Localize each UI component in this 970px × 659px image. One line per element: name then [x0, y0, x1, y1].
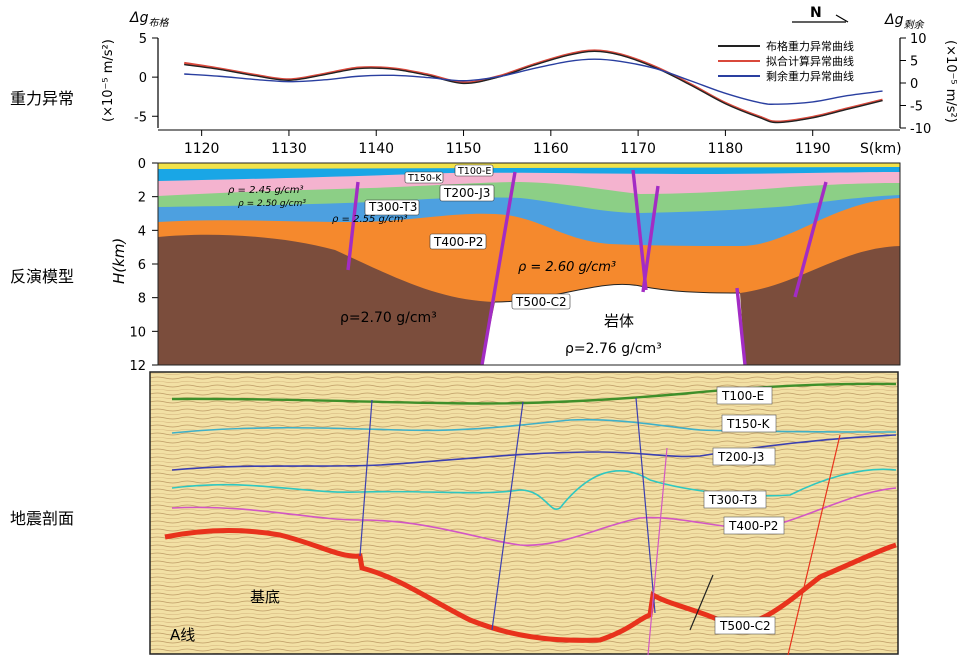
- right-tick-label-1: 5: [910, 55, 918, 70]
- seismic-fault-3: [635, 397, 656, 614]
- seismic-tag-t300: T300-T3: [708, 493, 757, 507]
- left-axis-unit: (×10⁻⁵ m/s²): [101, 39, 116, 122]
- right-axis-ticks: 10 5 0 -5 -10: [900, 32, 931, 137]
- row-label-model: 反演模型: [10, 267, 74, 286]
- horizon-tag-t300: T300-T3: [368, 200, 417, 214]
- fault-4: [641, 185, 660, 293]
- seismic-fault-6: [689, 574, 714, 631]
- x-tick-label-6: 1180: [708, 141, 744, 157]
- model-tick-label-6: 12: [129, 359, 146, 374]
- seismic-horizon-tags: T100-E T150-K T200-J3 T300-T3 T400-P2 T5…: [703, 386, 785, 635]
- density-270: ρ=2.70 g/cm³: [340, 310, 437, 326]
- model-tick-label-5: 10: [129, 325, 146, 340]
- faults: [346, 169, 828, 366]
- model-tick-label-4: 8: [138, 292, 146, 307]
- horizon-tags: T100-E T150-K T200-J3 T300-T3 T400-P2 T5…: [364, 164, 571, 310]
- model-y-label: H(km): [110, 238, 128, 284]
- right-tick-label-3: -5: [910, 100, 923, 115]
- fault-2: [480, 171, 517, 366]
- right-axis-unit: (×10⁻⁵ m/s²): [943, 40, 958, 123]
- x-axis-ticks: 1120 1130 1140 1150 1160 1170 1180 1190: [184, 130, 831, 157]
- density-255: ρ = 2.55 g/cm³: [332, 214, 408, 225]
- left-axis-title: Δg布格: [129, 10, 169, 29]
- layer-yellow: [158, 163, 900, 169]
- legend-label-1: 拟合计算异常曲线: [766, 54, 854, 68]
- line-label: A线: [170, 626, 195, 644]
- horizon-tag-t100: T100-E: [457, 166, 491, 177]
- x-axis-unit: S(km): [860, 141, 902, 157]
- model-tick-label-0: 0: [138, 157, 146, 172]
- right-tick-label-0: 10: [910, 32, 927, 47]
- model-tick-label-3: 6: [138, 258, 146, 273]
- fault-3: [631, 169, 648, 291]
- seismic-horizon-t200: [171, 434, 897, 471]
- seismic-fault-4: [647, 447, 668, 656]
- fault-1: [346, 181, 360, 271]
- right-tick-label-2: 0: [910, 77, 918, 92]
- series-line-2: [184, 58, 883, 105]
- seismic-fault-2: [491, 401, 524, 631]
- row-label-gravity: 重力异常: [10, 89, 74, 108]
- seismic-fault-5: [787, 434, 841, 656]
- basement-label: 基底: [250, 588, 280, 606]
- seismic-tag-t150: T150-K: [726, 417, 771, 431]
- seismic-tag-t100: T100-E: [721, 389, 764, 403]
- gravity-curves: [184, 49, 883, 124]
- horizon-tag-t150: T150-K: [407, 173, 442, 184]
- seismic-fault-1: [359, 399, 373, 557]
- seismic-horizon-t100: [171, 382, 897, 405]
- x-tick-label-3: 1150: [446, 141, 482, 157]
- series-line-0: [184, 50, 883, 124]
- model-y-axis: 0 2 4 6 8 10 12: [129, 157, 158, 374]
- seismic-horizon-t500: [164, 528, 897, 643]
- x-tick-label-5: 1170: [620, 141, 656, 157]
- legend-label-0: 布格重力异常曲线: [766, 39, 854, 53]
- model-tick-label-1: 2: [138, 191, 146, 206]
- density-250: ρ = 2.50 g/cm³: [238, 199, 306, 209]
- row-label-seismic: 地震剖面: [10, 509, 74, 528]
- right-axis-title: Δg剩余: [884, 12, 925, 31]
- density-labels: ρ = 2.45 g/cm³ ρ = 2.50 g/cm³ ρ = 2.55 g…: [228, 185, 662, 357]
- seismic-tag-t500: T500-C2: [719, 619, 771, 633]
- density-245: ρ = 2.45 g/cm³: [228, 185, 304, 196]
- intrusion-label: 岩体: [604, 312, 634, 330]
- seismic-horizon-t300: [171, 468, 897, 511]
- horizon-tag-t500: T500-C2: [515, 295, 567, 309]
- seismic-faults: [359, 397, 841, 656]
- horizon-tag-t200: T200-J3: [443, 186, 490, 200]
- x-tick-label-0: 1120: [184, 141, 220, 157]
- seismic-panel: T100-E T150-K T200-J3 T300-T3 T400-P2 T5…: [149, 371, 899, 656]
- left-tick-label-0: 5: [139, 32, 147, 47]
- left-axis-ticks: 5 0 -5: [134, 32, 158, 125]
- fault-5: [735, 287, 747, 366]
- seismic-tag-t400: T400-P2: [728, 519, 778, 533]
- x-tick-label-7: 1190: [795, 141, 831, 157]
- left-tick-label-2: -5: [134, 110, 147, 125]
- legend-label-2: 剩余重力异常曲线: [766, 69, 854, 83]
- seismic-horizons: [171, 382, 897, 547]
- seismic-image: [149, 371, 899, 655]
- model-panel: 0 2 4 6 8 10 12 H(km) T100-E T150-K T200-J3: [110, 157, 901, 374]
- horizon-tag-t400: T400-P2: [433, 235, 483, 249]
- north-arrow: N: [792, 5, 849, 23]
- right-tick-label-4: -10: [910, 122, 931, 137]
- density-276: ρ=2.76 g/cm³: [565, 341, 662, 357]
- seismic-tag-t200: T200-J3: [717, 450, 764, 464]
- north-label: N: [810, 5, 822, 21]
- gravity-panel: 5 0 -5 10 5 0 -5 -10 Δg布格 (×10⁻⁵ m/s²) Δg剩余 (×…: [101, 5, 958, 157]
- density-260: ρ = 2.60 g/cm³: [518, 260, 616, 275]
- left-tick-label-1: 0: [139, 71, 147, 86]
- x-tick-label-1: 1130: [271, 141, 307, 157]
- model-tick-label-2: 4: [138, 224, 146, 239]
- x-tick-label-4: 1160: [533, 141, 569, 157]
- fault-6: [793, 181, 828, 298]
- x-tick-label-2: 1140: [358, 141, 394, 157]
